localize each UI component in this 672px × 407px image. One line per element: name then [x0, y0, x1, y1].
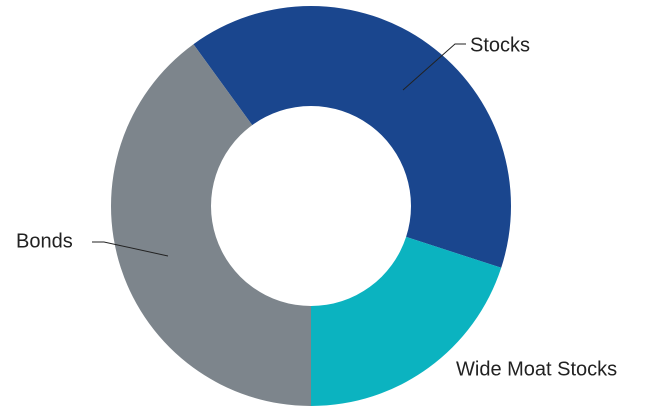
donut-slice: [311, 236, 502, 406]
slice-label: Bonds: [16, 230, 73, 252]
leader-line: [92, 241, 169, 257]
donut-slice: [111, 44, 312, 407]
slice-label: Stocks: [470, 34, 530, 56]
donut-slice: [193, 6, 512, 268]
leader-line: [402, 43, 466, 91]
slice-label: Wide Moat Stocks: [456, 358, 617, 380]
